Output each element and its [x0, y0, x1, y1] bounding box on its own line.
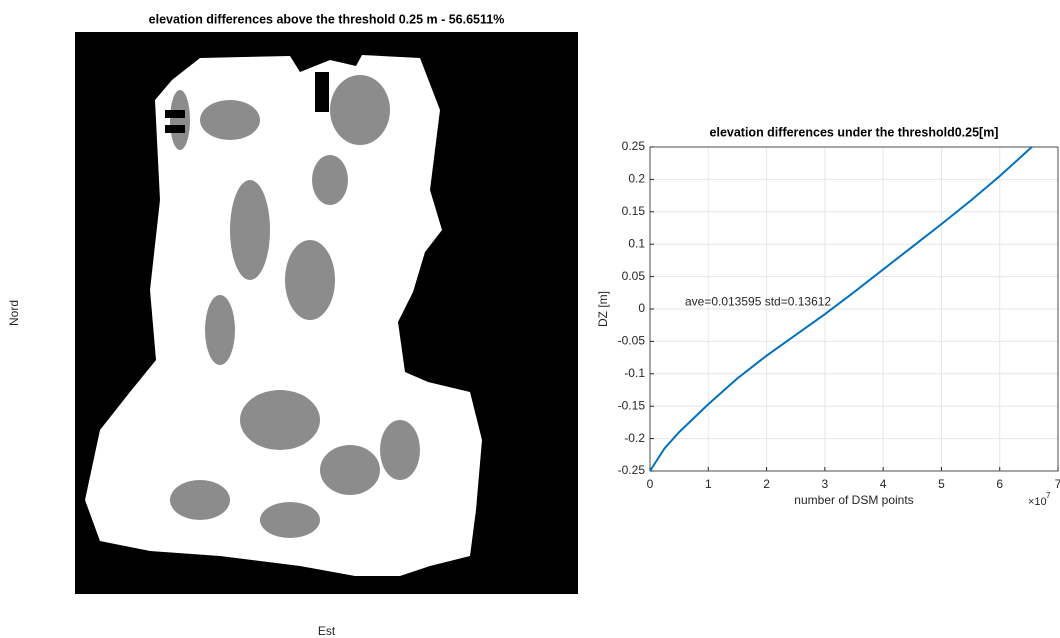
image-texture — [285, 240, 335, 320]
y-axis-label: DZ [m] — [596, 291, 610, 327]
y-tick-label: -0.05 — [618, 334, 646, 348]
image-gap — [315, 72, 329, 112]
image-texture — [200, 100, 260, 140]
y-tick-label: -0.2 — [624, 431, 645, 445]
x-tick-label: 6 — [996, 477, 1003, 491]
y-axis-label: Nord — [7, 300, 21, 326]
x-axis-label: Est — [318, 624, 336, 638]
data-line — [649, 146, 1033, 472]
image-texture — [380, 420, 420, 480]
y-tick-label: -0.15 — [618, 398, 646, 412]
image-region — [85, 55, 482, 576]
x-multiplier: ×10 — [1028, 496, 1047, 508]
image-texture — [205, 295, 235, 365]
image-texture — [320, 445, 380, 495]
x-tick-label: 0 — [647, 477, 654, 491]
y-tick-label: 0 — [638, 301, 645, 315]
x-tick-label: 4 — [880, 477, 887, 491]
annotation: ave=0.013595 std=0.13612 — [685, 295, 831, 309]
image-texture — [230, 180, 270, 280]
chart-title: elevation differences above the threshol… — [149, 12, 505, 26]
y-tick-label: 0.25 — [622, 139, 646, 153]
image-texture — [330, 75, 390, 145]
image-gap — [165, 125, 185, 133]
chart-title: elevation differences under the threshol… — [710, 125, 999, 139]
image-texture — [170, 90, 190, 150]
x-tick-label: 5 — [938, 477, 945, 491]
x-tick-label: 2 — [763, 477, 770, 491]
y-tick-label: -0.1 — [624, 366, 645, 380]
x-tick-label: 3 — [822, 477, 829, 491]
y-tick-label: -0.25 — [618, 463, 646, 477]
image-texture — [260, 502, 320, 538]
x-axis-label: number of DSM points — [794, 493, 913, 507]
y-tick-label: 0.05 — [622, 269, 646, 283]
axes-box — [649, 146, 1059, 472]
x-tick-label: 7 — [1055, 477, 1060, 491]
image-gap — [165, 110, 185, 118]
y-tick-label: 0.15 — [622, 204, 646, 218]
x-multiplier-exponent: 7 — [1046, 491, 1051, 500]
image-texture — [312, 155, 348, 205]
x-tick-label: 1 — [705, 477, 712, 491]
y-tick-label: 0.2 — [628, 172, 645, 186]
image-texture — [240, 390, 320, 450]
y-tick-label: 0.1 — [628, 236, 645, 250]
image-texture — [170, 480, 230, 520]
